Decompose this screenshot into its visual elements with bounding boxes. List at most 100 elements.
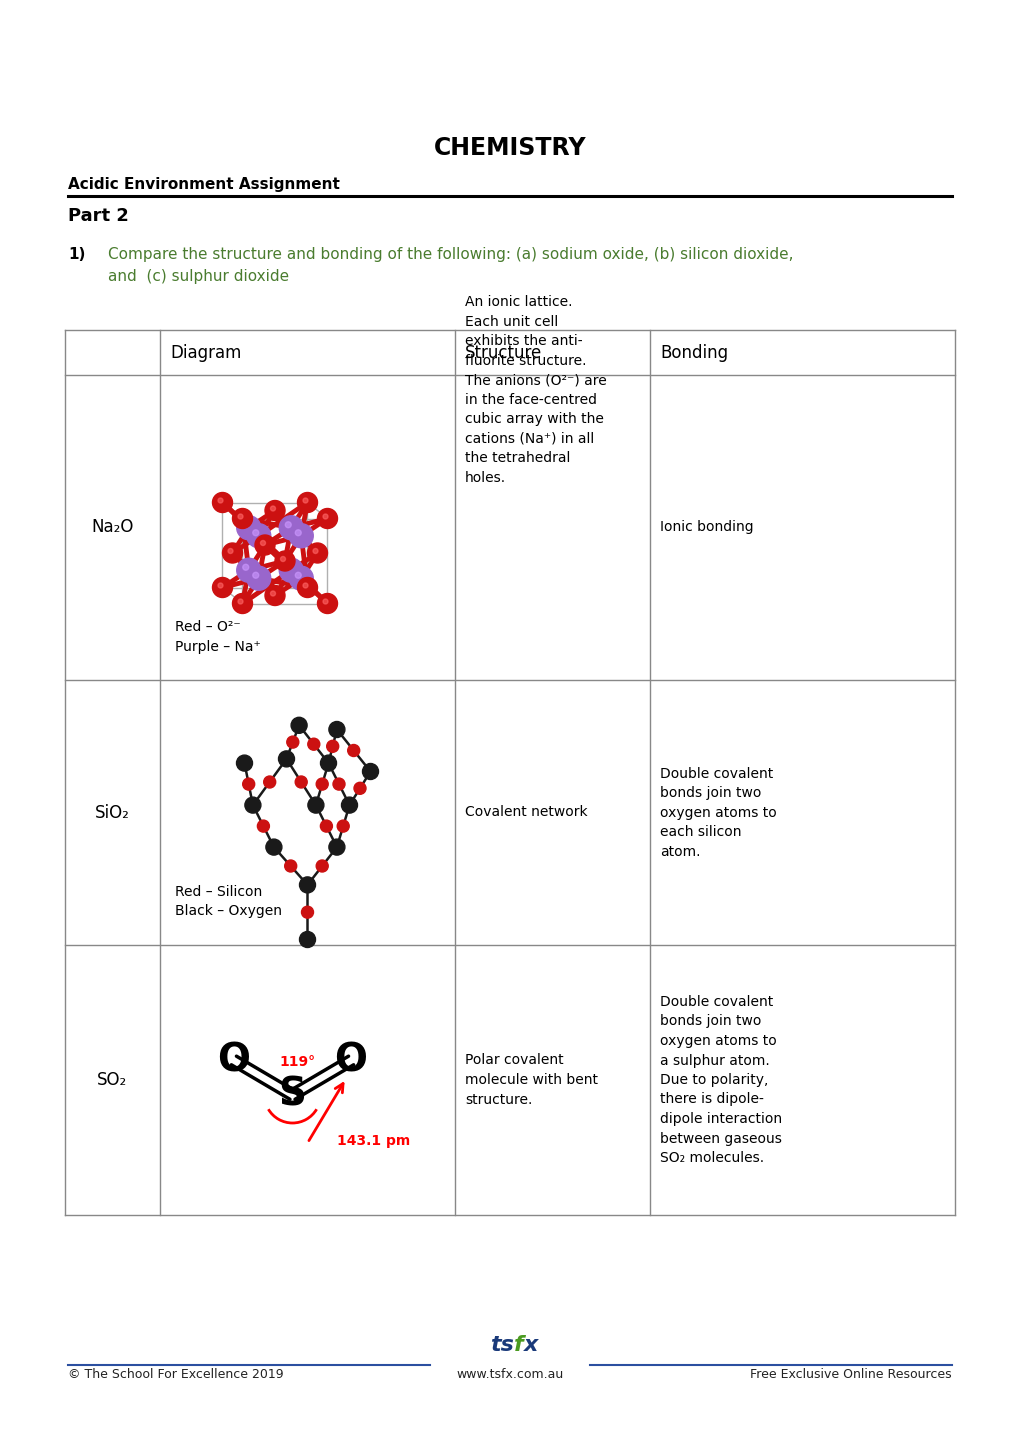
Circle shape (337, 820, 348, 832)
Circle shape (212, 493, 232, 512)
Circle shape (264, 776, 275, 787)
Circle shape (328, 721, 344, 737)
Circle shape (279, 558, 303, 583)
Circle shape (218, 583, 223, 588)
Circle shape (300, 932, 315, 947)
Text: Diagram: Diagram (170, 343, 242, 362)
Text: 1): 1) (68, 247, 86, 262)
Text: Red – O²⁻
Purple – Na⁺: Red – O²⁻ Purple – Na⁺ (175, 620, 261, 653)
Circle shape (294, 572, 301, 578)
Circle shape (289, 523, 313, 548)
Circle shape (320, 820, 332, 832)
Text: S: S (278, 1076, 306, 1115)
Circle shape (308, 738, 320, 750)
Circle shape (257, 820, 269, 832)
Circle shape (320, 756, 336, 771)
Circle shape (266, 839, 281, 855)
Text: 143.1 pm: 143.1 pm (337, 1133, 411, 1148)
Circle shape (298, 493, 317, 512)
Text: 119°: 119° (279, 1056, 315, 1069)
Circle shape (303, 497, 308, 503)
Text: An ionic lattice.
Each unit cell
exhibits the anti-
fluorite structure.
The anio: An ionic lattice. Each unit cell exhibit… (465, 296, 606, 485)
Circle shape (232, 509, 253, 529)
Text: Red – Silicon
Black – Oxygen: Red – Silicon Black – Oxygen (175, 885, 281, 919)
Circle shape (253, 572, 259, 578)
Circle shape (303, 583, 308, 588)
Text: x: x (524, 1335, 538, 1355)
Circle shape (270, 506, 275, 510)
Circle shape (323, 598, 328, 604)
Text: Bonding: Bonding (659, 343, 728, 362)
Circle shape (341, 797, 357, 813)
Circle shape (253, 529, 259, 536)
Circle shape (247, 567, 270, 590)
Circle shape (317, 594, 337, 613)
Text: Double covalent
bonds join two
oxygen atoms to
each silicon
atom.: Double covalent bonds join two oxygen at… (659, 767, 776, 858)
Circle shape (347, 744, 360, 757)
Text: O: O (334, 1041, 367, 1080)
Text: Part 2: Part 2 (68, 208, 128, 225)
Circle shape (247, 523, 270, 548)
Text: Compare the structure and bonding of the following: (a) sodium oxide, (b) silico: Compare the structure and bonding of the… (108, 247, 793, 284)
Circle shape (222, 544, 243, 562)
Text: www.tsfx.com.au: www.tsfx.com.au (455, 1368, 564, 1381)
Text: ts: ts (489, 1335, 514, 1355)
Circle shape (300, 877, 315, 893)
Circle shape (326, 740, 338, 753)
Circle shape (270, 591, 275, 596)
Circle shape (294, 529, 301, 536)
Text: © The School For Excellence 2019: © The School For Excellence 2019 (68, 1368, 283, 1381)
Circle shape (332, 779, 344, 790)
Circle shape (294, 776, 307, 787)
Circle shape (265, 500, 284, 521)
Text: Covalent network: Covalent network (465, 806, 587, 819)
Circle shape (302, 906, 313, 919)
Circle shape (275, 551, 294, 571)
Circle shape (236, 756, 253, 771)
Circle shape (243, 522, 249, 528)
Circle shape (260, 541, 265, 545)
Circle shape (323, 513, 328, 519)
Circle shape (236, 558, 261, 583)
Circle shape (286, 735, 299, 748)
Text: O: O (217, 1041, 250, 1080)
Text: Acidic Environment Assignment: Acidic Environment Assignment (68, 177, 339, 192)
Text: Ionic bonding: Ionic bonding (659, 521, 753, 535)
Circle shape (245, 797, 261, 813)
Text: CHEMISTRY: CHEMISTRY (433, 136, 586, 160)
Circle shape (232, 594, 253, 613)
Circle shape (237, 513, 243, 519)
Circle shape (298, 577, 317, 597)
Circle shape (285, 564, 291, 570)
Circle shape (316, 859, 328, 872)
Text: Polar covalent
molecule with bent
structure.: Polar covalent molecule with bent struct… (465, 1054, 597, 1106)
Circle shape (237, 598, 243, 604)
Text: SO₂: SO₂ (97, 1071, 127, 1089)
Text: Na₂O: Na₂O (92, 519, 133, 536)
Circle shape (308, 797, 324, 813)
Circle shape (289, 567, 313, 590)
Circle shape (317, 509, 337, 529)
Circle shape (218, 497, 223, 503)
Circle shape (354, 783, 366, 795)
Text: Structure: Structure (465, 343, 542, 362)
Circle shape (290, 717, 307, 734)
Circle shape (313, 548, 318, 554)
Text: SiO₂: SiO₂ (95, 803, 129, 822)
Circle shape (212, 577, 232, 597)
Text: Free Exclusive Online Resources: Free Exclusive Online Resources (750, 1368, 951, 1381)
Circle shape (362, 763, 378, 780)
Circle shape (236, 516, 261, 539)
Text: f: f (514, 1335, 523, 1355)
Circle shape (285, 522, 291, 528)
Circle shape (307, 544, 327, 562)
Circle shape (243, 564, 249, 570)
Circle shape (280, 557, 285, 561)
Circle shape (228, 548, 232, 554)
Circle shape (278, 751, 294, 767)
Circle shape (316, 779, 328, 790)
Circle shape (255, 535, 275, 555)
Circle shape (284, 859, 297, 872)
Circle shape (265, 585, 284, 606)
Circle shape (279, 516, 303, 539)
